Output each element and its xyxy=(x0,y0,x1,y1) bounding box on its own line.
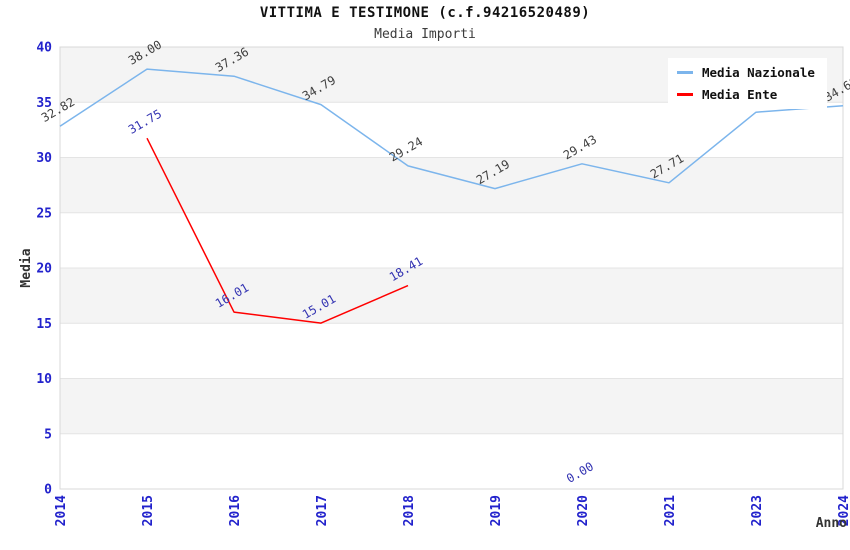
x-tick-label: 2023 xyxy=(750,495,765,526)
legend: Media Nazionale Media Ente xyxy=(668,58,827,109)
x-tick-label: 2016 xyxy=(228,495,243,526)
y-tick-label: 25 xyxy=(36,206,52,221)
plot-band xyxy=(60,268,843,324)
y-tick-label: 30 xyxy=(36,151,52,166)
x-tick-label: 2014 xyxy=(54,495,69,526)
x-tick-label: 2015 xyxy=(141,495,156,526)
legend-swatch-icon xyxy=(677,71,693,74)
y-axis-title: Media xyxy=(19,248,34,287)
x-tick-label: 2020 xyxy=(576,495,591,526)
y-tick-label: 5 xyxy=(44,427,52,442)
y-tick-label: 40 xyxy=(36,41,52,56)
x-tick-label: 2024 xyxy=(837,495,850,526)
legend-label: Media Ente xyxy=(702,87,778,102)
chart-subtitle: Media Importi xyxy=(374,27,476,42)
legend-item-media-ente: Media Ente xyxy=(677,87,815,102)
x-axis-title: Anno xyxy=(816,516,847,531)
chart-title: VITTIMA E TESTIMONE (c.f.94216520489) xyxy=(259,5,591,21)
y-tick-label: 35 xyxy=(36,96,52,111)
y-tick-label: 0 xyxy=(44,483,52,498)
y-tick-label: 20 xyxy=(36,262,52,277)
legend-swatch-icon xyxy=(677,93,693,96)
legend-item-media-nazionale: Media Nazionale xyxy=(677,65,815,80)
plot-border xyxy=(59,46,844,490)
x-tick-label: 2021 xyxy=(663,495,678,526)
plot-band xyxy=(60,157,843,213)
x-tick-label: 2019 xyxy=(489,495,504,526)
x-tick-label: 2018 xyxy=(402,495,417,526)
plot-band xyxy=(60,378,843,434)
series-line-media-nazionale xyxy=(59,68,844,190)
x-tick-label: 2017 xyxy=(315,495,330,526)
y-tick-label: 15 xyxy=(36,317,52,332)
legend-label: Media Nazionale xyxy=(702,65,815,80)
y-tick-label: 10 xyxy=(36,372,52,387)
